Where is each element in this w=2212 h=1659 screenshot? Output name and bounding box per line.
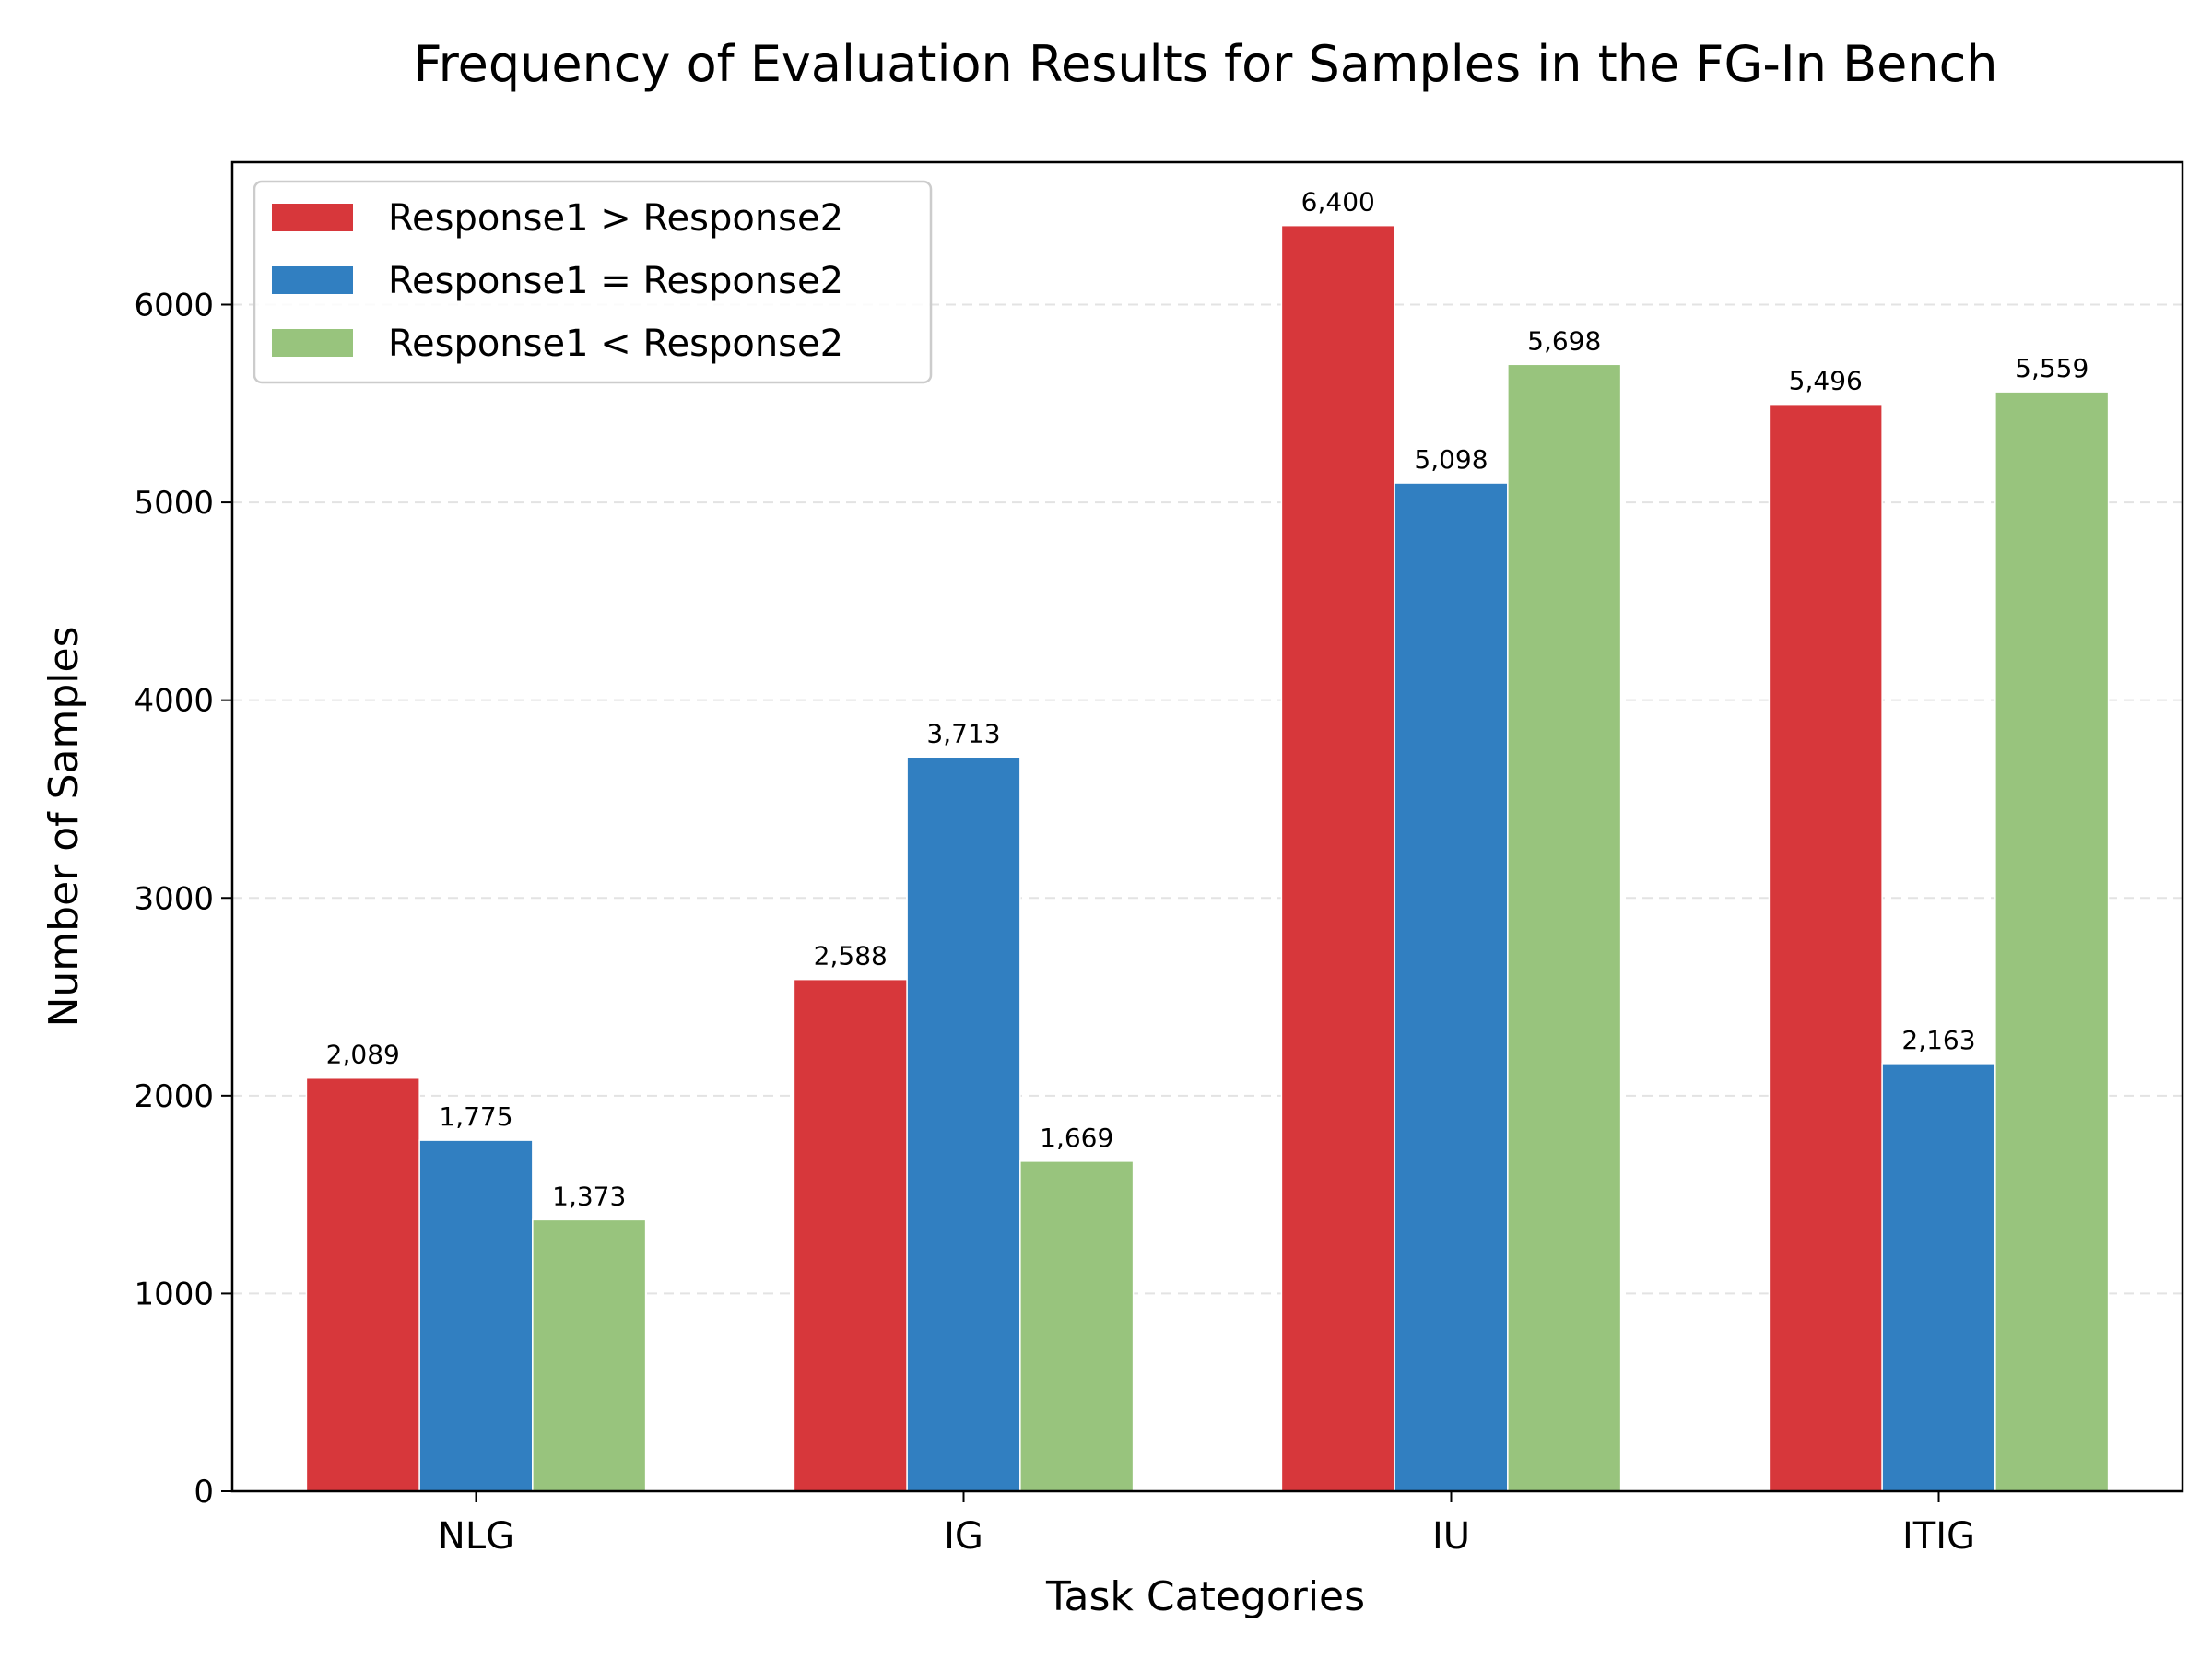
data-label-response1-eq-response2-itig: 2,163 xyxy=(1901,1025,1975,1055)
bar-response1-gt-response2-itig xyxy=(1768,403,1883,1492)
legend-swatch-response1-gt-response2 xyxy=(272,204,353,231)
data-label-response1-lt-response2-nlg: 1,373 xyxy=(552,1181,626,1211)
y-axis: 0 1000 2000 3000 4000 5000 6000 xyxy=(134,288,232,1511)
data-label-response1-lt-response2-ig: 1,669 xyxy=(1040,1123,1113,1153)
plot-frame xyxy=(230,160,2184,1493)
y-tick-label: 2000 xyxy=(134,1078,214,1115)
bar-response1-eq-response2-iu xyxy=(1394,482,1509,1492)
data-label-response1-gt-response2-ig: 2,588 xyxy=(814,941,888,971)
data-label-response1-gt-response2-itig: 5,496 xyxy=(1789,366,1863,396)
legend-swatch-response1-lt-response2 xyxy=(272,329,353,357)
x-axis: NLG IG IU ITIG xyxy=(438,1491,1975,1558)
legend-label-response1-lt-response2: Response1 < Response2 xyxy=(388,323,843,365)
x-tick-label-ig: IG xyxy=(944,1515,983,1558)
data-label-response1-gt-response2-nlg: 2,089 xyxy=(326,1040,400,1070)
chart-title: Frequency of Evaluation Results for Samp… xyxy=(413,35,1997,93)
x-tick-label-itig: ITIG xyxy=(1902,1515,1975,1558)
legend: Response1 > Response2 Response1 = Respons… xyxy=(253,180,933,384)
bar-response1-eq-response2-itig xyxy=(1881,1063,1996,1492)
bar-response1-lt-response2-ig xyxy=(1019,1160,1135,1492)
legend-swatch-response1-eq-response2 xyxy=(272,266,353,294)
x-axis-label: Task Categories xyxy=(1045,1573,1365,1620)
bar-response1-gt-response2-nlg xyxy=(305,1077,420,1492)
bar-response1-lt-response2-nlg xyxy=(532,1218,647,1492)
data-label-response1-eq-response2-iu: 5,098 xyxy=(1414,444,1488,475)
data-label-response1-eq-response2-ig: 3,713 xyxy=(926,718,1000,748)
bar-response1-gt-response2-ig xyxy=(793,978,908,1492)
data-label-response1-lt-response2-itig: 5,559 xyxy=(2015,353,2088,383)
bar-response1-lt-response2-itig xyxy=(1994,391,2110,1492)
data-label-response1-gt-response2-iu: 6,400 xyxy=(1301,187,1375,218)
y-tick-label: 3000 xyxy=(134,880,214,917)
bar-response1-lt-response2-iu xyxy=(1507,363,1622,1492)
x-tick-label-iu: IU xyxy=(1432,1515,1470,1558)
data-label-response1-eq-response2-nlg: 1,775 xyxy=(439,1101,512,1132)
data-labels: 2,089 2,588 6,400 5,496 1,775 3,713 5,098 2,163… xyxy=(326,187,2089,1212)
legend-box xyxy=(253,180,933,384)
bar-response1-eq-response2-ig xyxy=(906,756,1021,1492)
data-label-response1-lt-response2-iu: 5,698 xyxy=(1527,325,1601,356)
bar-response1-eq-response2-nlg xyxy=(418,1139,534,1492)
y-tick-label: 0 xyxy=(194,1474,214,1511)
y-tick-label: 4000 xyxy=(134,683,214,720)
x-tick-label-nlg: NLG xyxy=(438,1515,514,1558)
bars xyxy=(305,224,2110,1492)
legend-label-response1-gt-response2: Response1 > Response2 xyxy=(388,197,843,240)
legend-label-response1-eq-response2: Response1 = Response2 xyxy=(388,260,843,302)
y-axis-label: Number of Samples xyxy=(41,626,88,1027)
y-tick-label: 6000 xyxy=(134,288,214,324)
y-tick-label: 5000 xyxy=(134,485,214,522)
bar-response1-gt-response2-iu xyxy=(1280,224,1395,1492)
y-tick-label: 1000 xyxy=(134,1276,214,1312)
